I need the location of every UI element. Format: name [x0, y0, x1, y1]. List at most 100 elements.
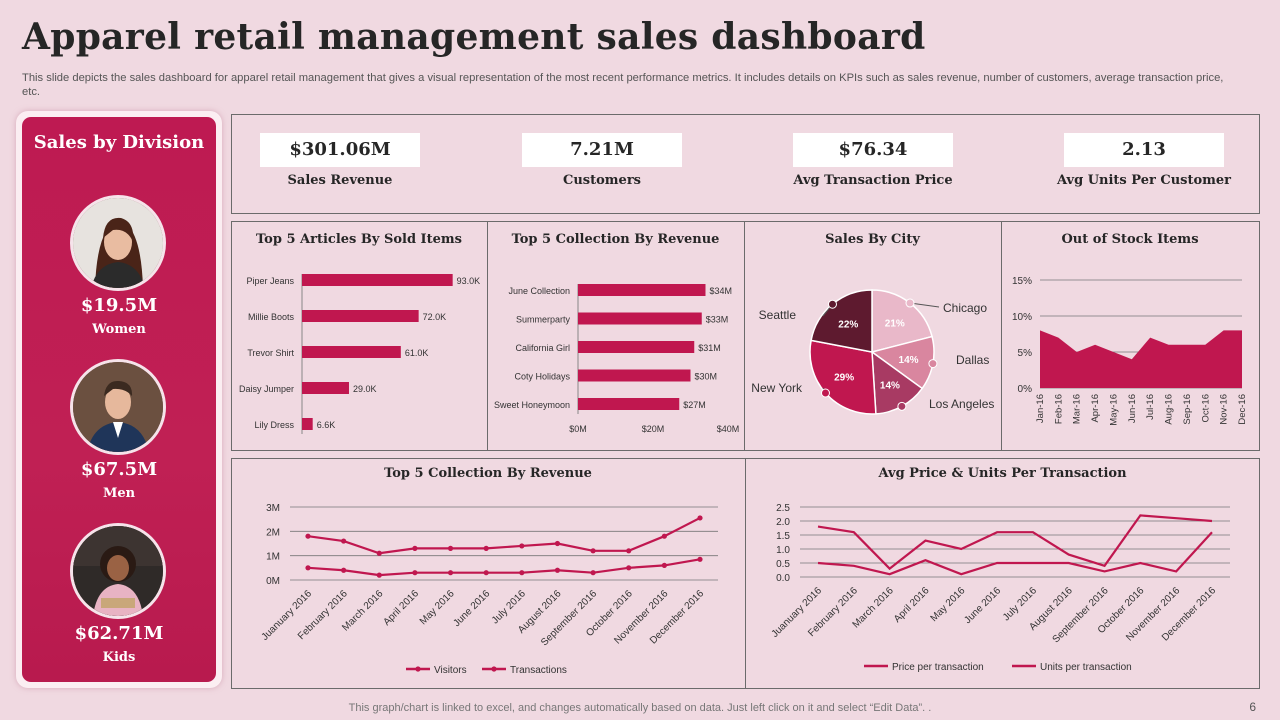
x-tick-label: Aug-16	[1164, 394, 1175, 425]
avatar-men	[70, 359, 166, 455]
line-series	[307, 558, 701, 577]
data-point	[376, 572, 382, 578]
city-label: Los Angeles	[929, 397, 994, 411]
pie-pct-label: 29%	[834, 373, 854, 384]
tick-label: 3M	[266, 503, 280, 514]
avatar-women	[70, 195, 166, 291]
category-label: Piper Jeans	[246, 276, 294, 286]
pie-pct-label: 22%	[838, 319, 858, 330]
data-point	[376, 550, 382, 556]
kpi-avg-transaction-price-label: Avg Transaction Price	[793, 173, 953, 188]
data-point	[554, 540, 561, 547]
data-label: 61.0K	[405, 348, 429, 358]
chart-title-collection-line: Top 5 Collection By Revenue	[384, 466, 592, 481]
legend-label: Units per transaction	[1040, 662, 1132, 673]
tick-label: 2.0	[776, 517, 790, 528]
data-label: $33M	[706, 315, 729, 325]
kpi-panel	[231, 114, 1260, 214]
divider	[745, 458, 746, 689]
category-label: Lily Dress	[254, 420, 294, 430]
women-label: Women	[92, 322, 146, 337]
sales-by-division-sidebar: Sales by Division $19.5M Women $67.5M Me…	[22, 117, 216, 682]
middle-charts-panel	[231, 221, 1260, 451]
x-tick-label: June 2016	[962, 585, 1003, 626]
bar	[578, 284, 706, 296]
sidebar-title: Sales by Division	[33, 132, 205, 153]
line-series	[307, 516, 701, 555]
kpi-customers-label: Customers	[563, 173, 641, 188]
bar	[302, 382, 349, 394]
bar	[302, 274, 453, 286]
chart-title-articles: Top 5 Articles By Sold Items	[255, 232, 462, 247]
data-point	[483, 570, 489, 576]
chart-title-collection-bar: Top 5 Collection By Revenue	[511, 232, 720, 247]
footer-note: This graph/chart is linked to excel, and…	[348, 702, 932, 714]
x-tick-label: April 2016	[381, 588, 421, 628]
data-point	[697, 515, 703, 521]
data-point	[519, 543, 525, 549]
tick-label: 10%	[1012, 312, 1032, 323]
tick-label: 1.0	[776, 545, 790, 556]
data-label: $27M	[683, 400, 706, 410]
city-label: New York	[751, 381, 803, 395]
men-sales-value: $67.5M	[80, 459, 158, 480]
category-label: Sweet Honeymoon	[494, 400, 570, 410]
chart-title-city: Sales By City	[825, 232, 920, 247]
data-point	[519, 570, 525, 576]
leader-marker	[827, 299, 837, 309]
legend-label: Price per transaction	[892, 662, 984, 673]
woman-portrait-icon	[73, 198, 163, 288]
data-point	[661, 562, 667, 568]
tick-label: 2.5	[776, 503, 790, 514]
bar	[302, 310, 419, 322]
area-series	[1040, 330, 1242, 388]
bar	[578, 341, 695, 353]
x-tick-label: Jun-16	[1127, 394, 1138, 423]
data-label: $30M	[695, 372, 718, 382]
chart-title-out-of-stock: Out of Stock Items	[1061, 232, 1199, 247]
kpi-avg-transaction-price-value: $76.34	[793, 133, 953, 167]
leader-marker	[897, 401, 907, 411]
out-of-stock-area-chart: 0% 5% 10% 15% Jan-16 Feb-16 Mar-16 Apr-16 May-16…	[1012, 276, 1248, 426]
tick-label: 0.5	[776, 559, 790, 570]
data-point	[412, 545, 418, 551]
data-point	[341, 538, 347, 544]
kids-label: Kids	[102, 650, 136, 665]
tick-label: 1M	[266, 552, 280, 563]
articles-bar-chart: Piper Jeans 93.0K Millie Boots 72.0K Trevor …	[239, 274, 481, 434]
bar	[302, 346, 401, 358]
category-label: Coty Holidays	[514, 372, 570, 382]
data-point	[661, 533, 667, 539]
data-point	[412, 570, 418, 576]
page-number: 6	[1249, 700, 1256, 714]
tick-label: 1.5	[776, 531, 790, 542]
kpi-sales-revenue-label: Sales Revenue	[287, 173, 393, 188]
data-point	[483, 545, 489, 551]
data-point	[305, 565, 311, 571]
kid-portrait-icon	[73, 526, 163, 616]
collection-bar-chart: June Collection $34M Summerparty $33M Califo…	[494, 284, 739, 434]
page-title: Apparel retail management sales dashboar…	[22, 16, 926, 58]
women-sales-value: $19.5M	[80, 295, 158, 316]
category-label: Summerparty	[516, 315, 571, 325]
data-label: $34M	[710, 286, 733, 296]
data-point	[447, 545, 454, 551]
data-point	[554, 567, 561, 573]
city-label: Seattle	[759, 308, 797, 322]
x-tick-label: Jul-16	[1145, 394, 1156, 420]
data-label: 72.0K	[423, 312, 447, 322]
x-tick-label: Mar-16	[1072, 394, 1083, 424]
divider	[744, 221, 745, 451]
data-label: 93.0K	[457, 276, 481, 286]
data-point	[447, 570, 454, 576]
leader-marker	[928, 359, 938, 369]
divider	[1001, 221, 1002, 451]
x-tick-label: Apr-16	[1090, 394, 1101, 423]
data-label: 29.0K	[353, 384, 377, 394]
avatar-kids	[70, 523, 166, 619]
pie-pct-label: 14%	[899, 355, 919, 366]
tick-label: 0%	[1018, 384, 1033, 395]
city-label: Chicago	[943, 301, 987, 315]
kpi-avg-units-label: Avg Units Per Customer	[1056, 173, 1232, 188]
